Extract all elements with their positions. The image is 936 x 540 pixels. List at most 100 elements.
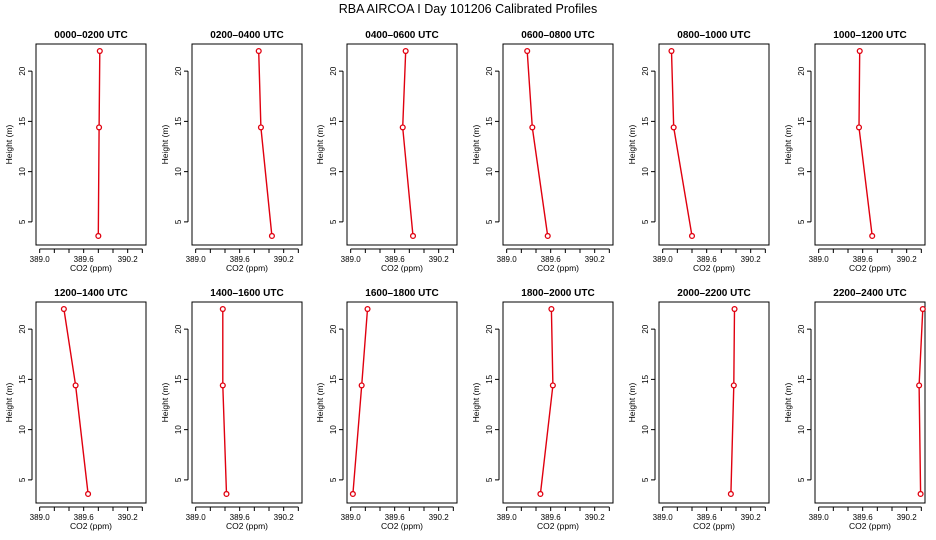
y-tick-label: 20	[641, 324, 650, 333]
y-tick-label: 20	[797, 66, 806, 75]
plot-frame	[502, 43, 614, 246]
data-point	[869, 232, 876, 240]
data-point	[85, 490, 92, 498]
y-tick-label: 20	[329, 324, 338, 333]
y-tick-label: 10	[797, 167, 806, 176]
y-tick-label: 15	[329, 116, 338, 125]
x-tick-label: 389.0	[497, 513, 518, 522]
data-point	[402, 47, 409, 55]
x-tick-label: 389.0	[809, 255, 830, 264]
x-tick-label: 390.2	[274, 513, 295, 522]
data-point	[670, 124, 677, 131]
panel-title: 2000–2200 UTC	[677, 288, 750, 299]
x-tick-label: 389.0	[186, 513, 207, 522]
panel-6: 1000–1200 UTC 389.0 389.6 390.2 CO2 (ppm) 5 10…	[783, 30, 926, 273]
data-point	[399, 124, 406, 131]
panel-title: 1400–1600 UTC	[210, 288, 283, 299]
y-tick-label: 15	[797, 374, 806, 383]
x-tick-label: 389.6	[697, 255, 718, 264]
x-tick-label: 389.6	[697, 513, 718, 522]
x-tick-label: 389.6	[541, 513, 562, 522]
panel-title: 1200–1400 UTC	[54, 288, 127, 299]
y-tick-label: 5	[18, 219, 27, 224]
data-point	[919, 305, 926, 313]
panel-title: 0400–0600 UTC	[365, 30, 438, 41]
x-tick-label: 390.2	[585, 513, 606, 522]
x-tick-label: 389.0	[809, 513, 830, 522]
x-tick-label: 390.2	[118, 255, 139, 264]
x-tick-label: 390.2	[897, 255, 918, 264]
x-tick-label: 389.0	[497, 255, 518, 264]
x-axis-label: CO2 (ppm)	[70, 521, 112, 531]
y-axis-label: Height (m)	[160, 383, 170, 423]
y-tick-label: 15	[641, 116, 650, 125]
x-axis-label: CO2 (ppm)	[226, 263, 268, 273]
x-tick-label: 389.6	[74, 255, 95, 264]
y-axis-label: Height (m)	[471, 383, 481, 423]
y-tick-label: 20	[18, 66, 27, 75]
panel-2: 0200–0400 UTC 389.0 389.6 390.2 CO2 (ppm) 5 10…	[160, 30, 303, 273]
plot-frame	[814, 301, 926, 504]
panel-10: 1800–2000 UTC 389.0 389.6 390.2 CO2 (ppm) 5 10…	[471, 288, 614, 531]
panel-grid: 0000–0200 UTC 389.0 389.6 390.2 CO2 (ppm) 5 10…	[4, 30, 926, 531]
x-axis-label: CO2 (ppm)	[693, 521, 735, 531]
panel-title: 1800–2000 UTC	[521, 288, 594, 299]
panel-1: 0000–0200 UTC 389.0 389.6 390.2 CO2 (ppm) 5 10…	[4, 30, 147, 273]
data-point	[731, 305, 738, 313]
profile-line	[63, 308, 89, 495]
x-tick-label: 390.2	[741, 255, 762, 264]
x-tick-label: 389.6	[853, 255, 874, 264]
data-point	[60, 305, 67, 313]
y-tick-label: 10	[18, 167, 27, 176]
y-tick-label: 10	[797, 425, 806, 434]
x-tick-label: 389.6	[230, 513, 251, 522]
y-tick-label: 5	[174, 219, 183, 224]
y-tick-label: 15	[18, 374, 27, 383]
profile-line	[539, 308, 554, 495]
plot-frame	[191, 43, 303, 246]
y-tick-label: 20	[329, 66, 338, 75]
data-point	[268, 232, 275, 240]
profile-line	[97, 50, 101, 237]
x-tick-label: 389.6	[541, 255, 562, 264]
y-tick-label: 5	[329, 477, 338, 482]
y-tick-label: 15	[485, 116, 494, 125]
y-tick-label: 10	[485, 425, 494, 434]
plot-frame	[346, 43, 458, 246]
y-tick-label: 20	[174, 324, 183, 333]
panel-title: 2200–2400 UTC	[833, 288, 906, 299]
profile-line	[258, 50, 273, 237]
y-tick-label: 15	[174, 374, 183, 383]
data-point	[688, 232, 696, 240]
panel-title: 1600–1800 UTC	[365, 288, 438, 299]
y-tick-label: 15	[641, 374, 650, 383]
y-tick-label: 15	[174, 116, 183, 125]
x-axis-label: CO2 (ppm)	[537, 263, 579, 273]
data-point	[549, 382, 556, 389]
x-axis-label: CO2 (ppm)	[693, 263, 735, 273]
panel-5: 0800–1000 UTC 389.0 389.6 390.2 CO2 (ppm) 5 10…	[627, 30, 770, 273]
y-tick-label: 20	[174, 66, 183, 75]
x-tick-label: 389.0	[653, 255, 674, 264]
panel-4: 0600–0800 UTC 389.0 389.6 390.2 CO2 (ppm) 5 10…	[471, 30, 614, 273]
data-point	[255, 47, 262, 55]
x-tick-label: 389.0	[30, 255, 51, 264]
x-tick-label: 390.2	[741, 513, 762, 522]
panel-title: 0200–0400 UTC	[210, 30, 283, 41]
profile-line	[670, 50, 693, 237]
y-tick-label: 15	[485, 374, 494, 383]
y-axis-label: Height (m)	[783, 383, 793, 423]
profile-line	[401, 50, 414, 237]
data-point	[219, 305, 226, 313]
y-tick-label: 20	[485, 66, 494, 75]
y-tick-label: 20	[641, 66, 650, 75]
data-point	[409, 232, 417, 240]
panel-title: 0000–0200 UTC	[54, 30, 127, 41]
profile-line	[352, 308, 369, 495]
data-point	[730, 382, 737, 389]
data-point	[219, 382, 226, 389]
y-tick-label: 10	[18, 425, 27, 434]
x-tick-label: 390.2	[429, 513, 450, 522]
plot-frame	[191, 301, 303, 504]
